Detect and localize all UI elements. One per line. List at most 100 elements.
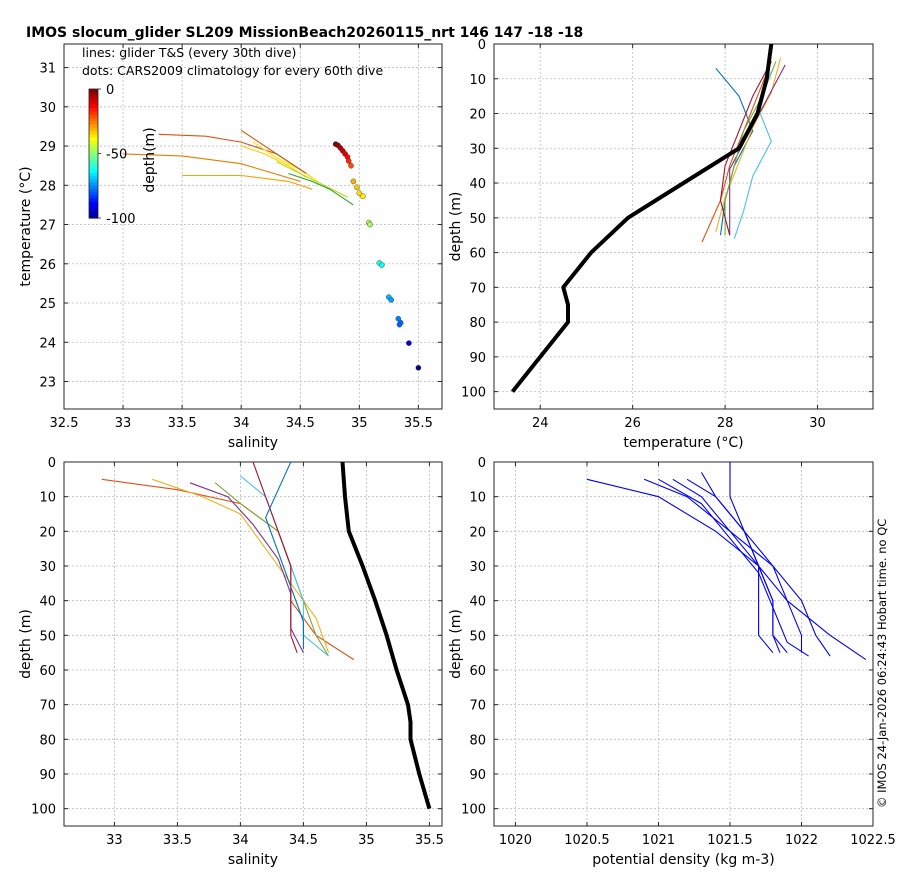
ts-axes-frame bbox=[63, 43, 443, 410]
colorbar-segment bbox=[89, 185, 98, 190]
ts-climatology-dot bbox=[348, 162, 354, 169]
ts-glider-line bbox=[276, 161, 348, 198]
dens-glider-profile bbox=[700, 472, 803, 653]
colorbar-segment bbox=[89, 89, 98, 93]
dens-y-tick-label: 80 bbox=[469, 733, 486, 748]
colorbar-segment bbox=[89, 208, 98, 213]
temp-glider-profile bbox=[729, 64, 786, 236]
colorbar-segment bbox=[89, 159, 98, 164]
colorbar-segment bbox=[89, 130, 98, 135]
temp-y-tick-label: 40 bbox=[469, 177, 486, 192]
colorbar-tick-label: -100 bbox=[106, 212, 136, 227]
dens-y-tick-label: 10 bbox=[469, 491, 486, 506]
colorbar-segment bbox=[89, 95, 98, 100]
dens-x-tick-label: 1021 bbox=[642, 833, 675, 848]
ts-x-tick-label: 32.5 bbox=[50, 416, 79, 431]
ts-x-tick-label: 33 bbox=[115, 416, 132, 431]
sal-glider-profile bbox=[152, 478, 330, 653]
sal-x-axis-label: salinity bbox=[228, 852, 278, 868]
sal-x-tick-label: 34 bbox=[232, 833, 249, 848]
sal-x-tick-label: 33.5 bbox=[163, 833, 192, 848]
ts-x-tick-label: 35 bbox=[351, 416, 368, 431]
sal-y-tick-label: 40 bbox=[39, 595, 56, 610]
dens-y-tick-label: 0 bbox=[478, 456, 486, 471]
salinity-profile-panel: 33 33.5 34 34.5 35 35.5 0 10 20 30 40 50 60 70 80 90 100… bbox=[18, 456, 444, 868]
ts-climatology-dot bbox=[415, 364, 422, 371]
ts-glider-line bbox=[240, 129, 307, 174]
temp-y-tick-label: 100 bbox=[461, 386, 486, 401]
dens-y-axis-label: depth (m) bbox=[448, 609, 464, 679]
temp-x-tick-label: 28 bbox=[717, 416, 734, 431]
sal-glider-profile bbox=[265, 462, 304, 650]
sal-y-tick-label: 30 bbox=[39, 560, 56, 575]
ts-y-axis-label: temperature (°C) bbox=[18, 166, 34, 286]
temp-y-tick-label: 50 bbox=[469, 212, 486, 227]
colorbar-segment bbox=[89, 176, 98, 180]
temp-y-tick-label: 20 bbox=[469, 108, 486, 123]
temp-climatology-profile bbox=[510, 44, 774, 393]
colorbar-segment bbox=[89, 105, 98, 109]
colorbar-segment bbox=[89, 172, 98, 177]
colorbar-segment bbox=[89, 147, 98, 151]
ts-climatology-dot bbox=[406, 340, 412, 346]
colorbar-segment bbox=[89, 143, 98, 148]
colorbar-segment bbox=[89, 163, 98, 168]
sal-x-tick-label: 35.5 bbox=[415, 833, 444, 848]
ts-x-tick-label: 35.5 bbox=[404, 416, 433, 431]
sal-climatology-profile bbox=[340, 462, 432, 810]
sal-x-tick-label: 34.5 bbox=[289, 833, 318, 848]
colorbar-tick-label: -50 bbox=[106, 148, 127, 163]
colorbar-segment bbox=[89, 201, 98, 206]
temp-data-layer bbox=[510, 44, 786, 393]
colorbar-segment bbox=[89, 166, 98, 171]
ts-y-tick-label: 24 bbox=[39, 336, 56, 351]
sal-y-tick-label: 100 bbox=[31, 803, 56, 818]
temp-x-axis-label: temperature (°C) bbox=[623, 435, 743, 451]
dens-y-tick-label: 100 bbox=[461, 803, 486, 818]
ts-data-layer bbox=[123, 129, 422, 371]
dens-x-tick-label: 1022 bbox=[785, 833, 818, 848]
temp-y-tick-label: 70 bbox=[469, 281, 486, 296]
dens-y-tick-label: 60 bbox=[469, 664, 486, 679]
ts-diagram-panel: 32.5 33 33.5 34 34.5 35 35.5 23 24 25 26 27 28 29 30 31… bbox=[18, 43, 443, 451]
sal-y-tick-label: 70 bbox=[39, 699, 56, 714]
ts-x-tick-label: 34 bbox=[233, 416, 250, 431]
ts-glider-line bbox=[252, 141, 319, 182]
colorbar-segment bbox=[89, 101, 98, 106]
temp-glider-profile bbox=[715, 67, 754, 236]
temp-y-axis-label: depth (m) bbox=[448, 192, 464, 262]
colorbar-tick-label: 0 bbox=[106, 83, 114, 98]
colorbar-segment bbox=[89, 198, 98, 203]
ts-y-tick-label: 29 bbox=[39, 140, 56, 155]
colorbar-segment bbox=[89, 205, 98, 209]
ts-climatology-dot bbox=[367, 221, 373, 228]
ts-y-tick-label: 23 bbox=[39, 376, 56, 391]
temp-y-tick-label: 10 bbox=[469, 73, 486, 88]
sal-data-layer bbox=[101, 462, 432, 810]
figure-title: IMOS slocum_glider SL209 MissionBeach202… bbox=[26, 25, 583, 41]
ts-glider-line bbox=[123, 153, 301, 182]
ts-climatology-dot bbox=[345, 158, 352, 164]
colorbar-segment bbox=[89, 124, 98, 129]
ts-y-tick-label: 27 bbox=[39, 219, 56, 234]
colorbar-segment bbox=[89, 179, 98, 184]
colorbar-label: depth(m) bbox=[142, 127, 158, 192]
sal-x-tick-label: 35 bbox=[358, 833, 375, 848]
temp-y-tick-label: 0 bbox=[478, 38, 486, 53]
legend-dots-text: dots: CARS2009 climatology for every 60t… bbox=[82, 63, 383, 78]
colorbar-segment bbox=[89, 137, 98, 142]
dens-y-tick-label: 40 bbox=[469, 595, 486, 610]
ts-climatology-dot bbox=[388, 297, 395, 303]
ts-y-tick-label: 28 bbox=[39, 179, 56, 194]
colorbar-segment bbox=[89, 114, 98, 119]
dens-y-tick-label: 70 bbox=[469, 699, 486, 714]
dens-x-tick-label: 1020 bbox=[499, 833, 532, 848]
sal-glider-profile bbox=[252, 462, 298, 653]
ts-climatology-dot bbox=[396, 321, 403, 328]
dens-x-tick-label: 1022.5 bbox=[850, 833, 896, 848]
ts-y-tick-label: 30 bbox=[39, 101, 56, 116]
dens-data-layer bbox=[586, 462, 867, 661]
temp-y-tick-label: 90 bbox=[469, 351, 486, 366]
colorbar-segment bbox=[89, 121, 98, 126]
